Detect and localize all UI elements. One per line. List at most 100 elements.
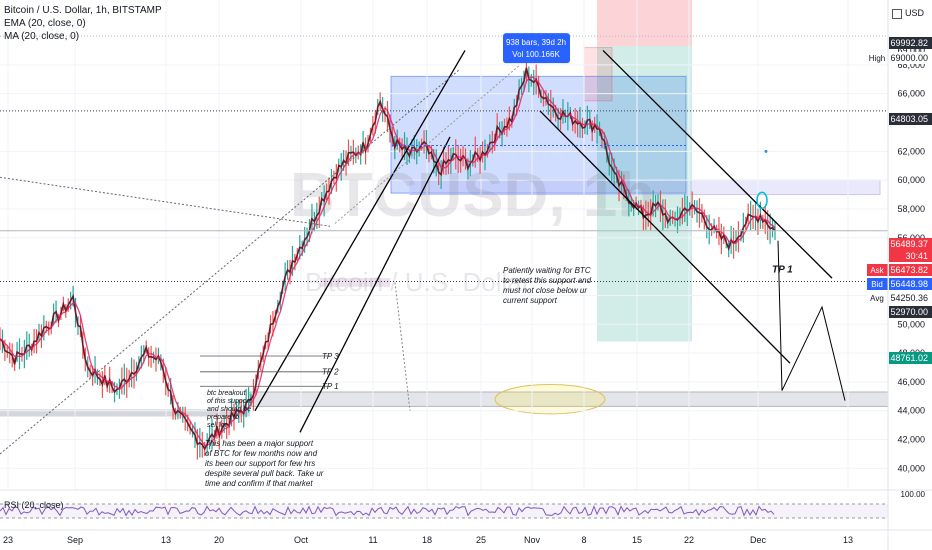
y-tick-label: 68,000: [897, 60, 925, 70]
price-label-bid: [889, 278, 932, 290]
y-tick-label: 40,000: [897, 463, 925, 473]
price-label-text: 69992.82: [890, 38, 928, 48]
x-tick-label: Oct: [294, 535, 309, 545]
x-tick-label: Sep: [67, 535, 83, 545]
breakout-note-line: of this support: [207, 398, 252, 405]
price-tag-bid: [867, 278, 888, 290]
major-support-note-line: of BTC for few months now and: [205, 449, 318, 458]
projection-path: [777, 240, 846, 401]
support-zone-left: [0, 409, 250, 417]
descending-channel-lower: [539, 110, 791, 364]
major-support-note-line: its been our support for few hrs: [205, 459, 315, 468]
measure-bars-label: 938 bars, 39d 2h: [506, 38, 566, 47]
breakout-note-line: and should be: [207, 406, 251, 413]
price-label-high: [889, 52, 932, 64]
major-support-note-line: despite several pull back. Take ur: [205, 469, 324, 478]
price-label-text: 48761.02: [890, 353, 928, 363]
price-label-text: 56473.82: [890, 265, 928, 275]
price-label-avg: [889, 292, 932, 304]
price-label-level: [889, 37, 932, 49]
y-tick-label: 56,000: [897, 233, 925, 243]
price-tag-text: Bid: [871, 280, 883, 289]
x-tick-label: 13: [161, 535, 171, 545]
price-tag-high: [867, 52, 888, 64]
ascending-channel-upper: [254, 50, 466, 412]
price-label-last: [889, 238, 932, 250]
tp-small-label: TP 1: [322, 382, 339, 391]
major-support-note-line: time and confirm if that market: [205, 479, 313, 488]
price-tag-text: Avg: [870, 294, 884, 303]
support-note-line: to retest this support and: [503, 276, 592, 285]
price-tag-text: High: [869, 54, 885, 63]
cyan-marker: [756, 191, 768, 210]
x-tick-label: Nov: [524, 535, 541, 545]
currency-label: USD: [904, 8, 924, 18]
y-tick-label: 44,000: [897, 406, 925, 416]
measure-vol-label: Vol 100.166K: [512, 50, 560, 59]
rsi-tick-label: 100.00: [901, 490, 926, 499]
stop-loss-zone: [597, 0, 692, 47]
tp-small-label: TP 3: [322, 352, 339, 361]
breakout-note-line: prepare to: [206, 414, 239, 421]
watermark-name: Bitcoin / U.S. Dollar: [305, 267, 531, 297]
y-tick-label: 69,000: [897, 45, 925, 55]
support-note-line: current support: [503, 296, 558, 305]
y-tick-label: 60,000: [897, 175, 925, 185]
price-label-level: [889, 306, 932, 318]
ascending-channel-lower: [299, 136, 451, 433]
y-tick-label: 50,000: [897, 319, 925, 329]
price-series-line: [0, 67, 776, 451]
price-label-profit: [889, 352, 932, 364]
price-label-text: 54250.36: [890, 293, 928, 303]
price-label-text: 64803.05: [890, 114, 928, 124]
blue-dot: [764, 149, 768, 153]
price-label-ask: [889, 264, 932, 276]
take-profit-zone: [597, 46, 692, 342]
dotted-fan-line: [334, 64, 521, 224]
price-label-text: 52970.00: [890, 307, 928, 317]
y-tick-label: 46,000: [897, 377, 925, 387]
measure-box: [503, 33, 570, 64]
currency-selector[interactable]: USD: [891, 8, 924, 19]
y-tick-label: 66,000: [897, 89, 925, 99]
price-label-text: 56448.98: [890, 279, 928, 289]
retest-zone: [320, 278, 390, 287]
x-tick-label: 11: [368, 535, 377, 545]
x-tick-label: 25: [476, 535, 486, 545]
rsi-line: [0, 505, 775, 517]
price-label-countdown: [889, 250, 932, 262]
tp1-label: TP 1: [772, 264, 793, 275]
support-note-line: Patiently waiting for BTC: [503, 266, 591, 275]
y-tick-label: 42,000: [897, 435, 925, 445]
breakout-note-line: btc breakout: [207, 390, 247, 397]
x-tick-label: 18: [422, 535, 432, 545]
price-label-text: 30:41: [905, 251, 928, 261]
x-tick-label: 20: [214, 535, 224, 545]
top-marker-zone: [583, 47, 613, 102]
price-label-text: 56489.37: [890, 239, 928, 249]
rsi-legend[interactable]: RSI (20, close): [4, 500, 64, 510]
descending-channel-upper: [602, 49, 833, 279]
y-tick-label: 62,000: [897, 146, 925, 156]
ema-indicator-label[interactable]: EMA (20, close, 0): [4, 18, 86, 29]
chart-legend: Bitcoin / U.S. Dollar, 1h, BITSTAMP EMA …: [4, 4, 162, 43]
ma-indicator-label[interactable]: MA (20, close, 0): [4, 31, 80, 42]
support-note-line: must not close below ur: [503, 286, 587, 295]
major-support-note-line: This has been a major support: [205, 439, 314, 448]
x-tick-label: 8: [581, 535, 586, 545]
x-tick-label: 15: [632, 535, 642, 545]
watermark-ticker: BTCUSD, 1h: [290, 161, 655, 230]
target-ellipse: [494, 384, 606, 415]
lock-scale-icon[interactable]: [891, 8, 902, 19]
tp-small-label: TP 2: [322, 368, 339, 377]
x-tick-label: 13: [843, 535, 853, 545]
breakout-note-line: sell lor: [207, 422, 228, 429]
x-tick-label: 22: [684, 535, 694, 545]
rsi-band: [0, 504, 888, 518]
price-tag-text: Ask: [870, 266, 884, 275]
symbol-line[interactable]: Bitcoin / U.S. Dollar, 1h, BITSTAMP: [4, 5, 162, 16]
price-label-level: [889, 113, 932, 125]
x-tick-label: Dec: [750, 535, 767, 545]
